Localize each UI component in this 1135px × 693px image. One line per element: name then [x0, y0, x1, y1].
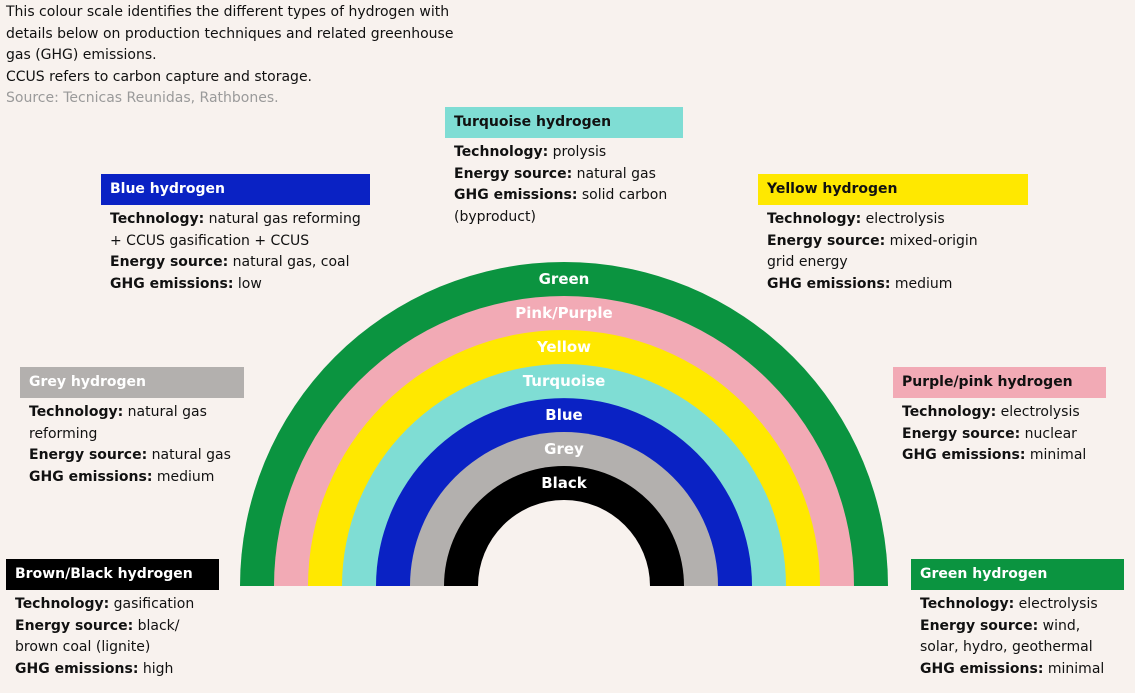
row-label: Technology: — [454, 144, 549, 160]
card-row-energy: Energy source: nuclear — [902, 424, 1112, 446]
card-row-technology: Technology: electrolysis — [767, 209, 987, 231]
card-title: Blue hydrogen — [101, 174, 370, 205]
row-label: Energy source: — [767, 232, 886, 249]
intro-line: details below on production techniques a… — [6, 25, 454, 42]
row-value: minimal — [1047, 660, 1105, 677]
row-value: electrolysis — [1018, 596, 1098, 612]
card-row-energy: Energy source: mixed-origin grid energy — [767, 231, 987, 274]
row-value: natural gas reforming + CCUS gasificatio… — [110, 211, 361, 249]
row-label: Technology: — [767, 211, 862, 227]
row-value: electrolysis — [865, 211, 945, 227]
card-brown-black-hydrogen: Brown/Black hydrogen Technology: gasifica… — [6, 559, 219, 680]
card-row-ghg: GHG emissions: minimal — [920, 659, 1120, 681]
card-body: Technology: electrolysis Energy source: m… — [758, 209, 987, 295]
card-row-ghg: GHG emissions: medium — [29, 467, 239, 489]
card-body: Technology: prolysis Energy source: natur… — [445, 142, 684, 228]
rainbow-band-label: Yellow — [536, 338, 591, 356]
row-value: mixed-origin grid energy — [767, 232, 978, 271]
row-value: medium — [894, 275, 953, 292]
card-body: Technology: gasification Energy source: b… — [6, 594, 215, 680]
card-title: Green hydrogen — [911, 559, 1124, 590]
row-label: Technology: — [15, 596, 110, 612]
card-row-technology: Technology: gasification — [15, 594, 215, 616]
row-value: solid carbon (byproduct) — [454, 187, 668, 225]
row-value: prolysis — [552, 144, 607, 160]
row-value: electrolysis — [1000, 404, 1080, 420]
card-title: Turquoise hydrogen — [445, 107, 683, 138]
card-row-technology: Technology: electrolysis — [902, 402, 1112, 424]
row-value: natural gas, coal — [232, 254, 350, 270]
card-row-energy: Energy source: black/ brown coal (lignit… — [15, 616, 215, 659]
row-label: Technology: — [110, 211, 205, 227]
row-value: gasification — [113, 596, 195, 612]
card-row-technology: Technology: natural gas reforming + CCUS… — [110, 209, 375, 252]
intro-line: This colour scale identifies the differe… — [6, 4, 450, 20]
card-title: Purple/pink hydrogen — [893, 367, 1106, 398]
row-label: Technology: — [902, 404, 997, 420]
row-label: Technology: — [29, 404, 124, 420]
row-value: high — [142, 660, 174, 677]
card-row-ghg: GHG emissions: minimal — [902, 445, 1112, 467]
row-label: GHG emissions: — [110, 275, 234, 292]
row-value: medium — [156, 468, 215, 485]
card-yellow-hydrogen: Yellow hydrogen Technology: electrolysis E… — [758, 174, 1028, 295]
row-label: Energy source: — [454, 165, 573, 182]
card-body: Technology: electrolysis Energy source: n… — [893, 402, 1112, 467]
card-title: Grey hydrogen — [20, 367, 244, 398]
card-green-hydrogen: Green hydrogen Technology: electrolysis En… — [911, 559, 1124, 680]
row-value: nuclear — [1024, 425, 1077, 442]
row-label: Energy source: — [902, 425, 1021, 442]
row-value: wind, solar, hydro, geothermal — [920, 617, 1093, 656]
row-value: natural gas reforming — [29, 404, 207, 442]
card-row-ghg: GHG emissions: solid carbon (byproduct) — [454, 185, 684, 228]
row-label: Energy source: — [15, 617, 134, 634]
row-label: GHG emissions: — [454, 187, 578, 203]
card-row-technology: Technology: electrolysis — [920, 594, 1120, 616]
rainbow-band-label: Pink/Purple — [515, 304, 612, 322]
intro-line: CCUS refers to carbon capture and storag… — [6, 68, 313, 85]
row-value: natural gas — [576, 165, 656, 182]
rainbow-center — [478, 500, 650, 586]
rainbow-band-label: Black — [541, 474, 588, 492]
row-label: Technology: — [920, 596, 1015, 612]
row-value: black/ brown coal (lignite) — [15, 617, 180, 656]
card-title: Brown/Black hydrogen — [6, 559, 219, 590]
card-row-ghg: GHG emissions: medium — [767, 274, 987, 296]
row-value: low — [237, 275, 262, 292]
row-value: minimal — [1029, 447, 1087, 463]
row-label: GHG emissions: — [920, 660, 1044, 677]
row-label: GHG emissions: — [29, 468, 153, 485]
row-label: Energy source: — [29, 447, 148, 463]
card-row-energy: Energy source: natural gas — [29, 445, 239, 467]
card-row-technology: Technology: prolysis — [454, 142, 684, 164]
card-turquoise-hydrogen: Turquoise hydrogen Technology: prolysis En… — [445, 107, 683, 228]
card-body: Technology: electrolysis Energy source: w… — [911, 594, 1120, 680]
row-label: Energy source: — [920, 617, 1039, 634]
card-row-energy: Energy source: natural gas, coal — [110, 252, 375, 274]
row-label: GHG emissions: — [767, 275, 891, 292]
row-label: GHG emissions: — [15, 660, 139, 677]
card-row-ghg: GHG emissions: low — [110, 274, 375, 296]
rainbow-band-label: Turquoise — [523, 372, 606, 390]
row-label: Energy source: — [110, 254, 229, 270]
rainbow-band-label: Blue — [545, 406, 582, 424]
intro-line: gas (GHG) emissions. — [6, 47, 157, 63]
rainbow-band-label: Grey — [544, 440, 584, 458]
card-title: Yellow hydrogen — [758, 174, 1028, 205]
card-body: Technology: natural gas reforming + CCUS… — [101, 209, 375, 295]
rainbow-band-label: Green — [539, 270, 590, 288]
card-pink-hydrogen: Purple/pink hydrogen Technology: electrol… — [893, 367, 1106, 467]
card-row-ghg: GHG emissions: high — [15, 659, 215, 681]
card-row-energy: Energy source: wind, solar, hydro, geoth… — [920, 616, 1120, 659]
card-body: Technology: natural gas reforming Energy … — [20, 402, 239, 488]
card-row-technology: Technology: natural gas reforming — [29, 402, 239, 445]
row-value: natural gas — [151, 447, 231, 463]
row-label: GHG emissions: — [902, 447, 1026, 463]
card-grey-hydrogen: Grey hydrogen Technology: natural gas ref… — [20, 367, 244, 488]
intro-text: This colour scale identifies the differe… — [6, 2, 466, 110]
source-note: Source: Tecnicas Reunidas, Rathbones. — [6, 90, 279, 106]
card-row-energy: Energy source: natural gas — [454, 164, 684, 186]
card-blue-hydrogen: Blue hydrogen Technology: natural gas ref… — [101, 174, 370, 295]
